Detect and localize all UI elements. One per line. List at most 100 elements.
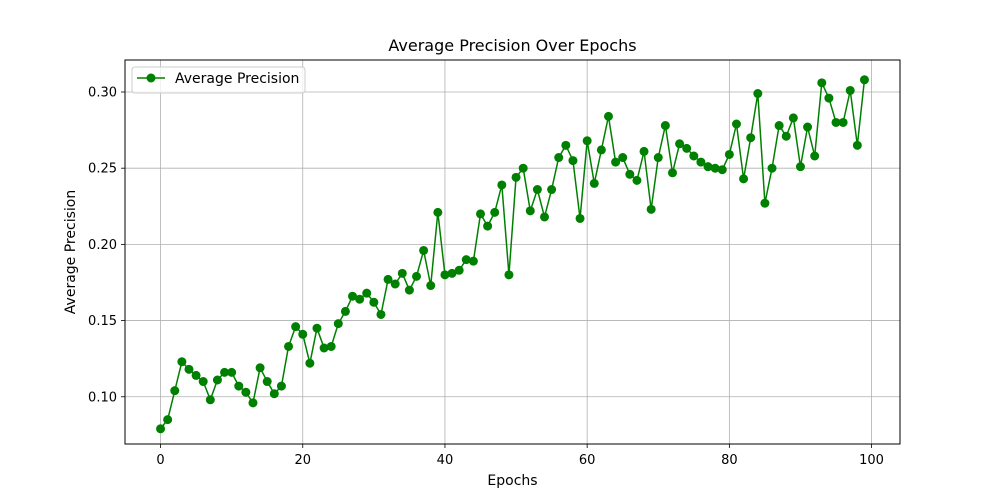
data-point bbox=[660, 121, 670, 131]
data-point bbox=[803, 122, 813, 132]
data-point bbox=[739, 174, 749, 184]
data-point bbox=[675, 139, 685, 149]
data-point bbox=[653, 153, 663, 163]
data-point bbox=[454, 265, 464, 275]
data-point bbox=[824, 93, 834, 103]
data-point bbox=[390, 279, 400, 289]
data-point bbox=[333, 319, 343, 329]
data-point bbox=[817, 78, 827, 88]
data-point bbox=[177, 357, 187, 367]
data-point bbox=[447, 268, 457, 278]
data-point bbox=[184, 364, 194, 374]
data-point bbox=[582, 136, 592, 146]
data-point bbox=[717, 165, 727, 175]
data-point bbox=[561, 140, 571, 150]
data-point bbox=[746, 133, 756, 143]
data-point bbox=[440, 270, 450, 280]
data-point bbox=[575, 213, 585, 223]
data-point bbox=[525, 206, 535, 216]
data-point bbox=[412, 271, 422, 281]
data-point bbox=[625, 169, 635, 179]
data-point bbox=[355, 294, 365, 304]
data-point bbox=[568, 156, 578, 166]
y-tick-label: 0.10 bbox=[88, 390, 117, 405]
data-point bbox=[269, 389, 279, 399]
data-point bbox=[468, 256, 478, 266]
data-point bbox=[596, 145, 606, 155]
data-point bbox=[838, 117, 848, 127]
data-point bbox=[532, 185, 542, 195]
data-point bbox=[348, 291, 358, 301]
data-point bbox=[483, 221, 493, 231]
data-point bbox=[774, 121, 784, 131]
data-point bbox=[696, 157, 706, 167]
legend-box bbox=[131, 66, 306, 94]
x-tick-label: 40 bbox=[437, 453, 454, 468]
series-layer bbox=[156, 75, 869, 434]
y-tick-label: 0.30 bbox=[88, 86, 117, 101]
data-point bbox=[611, 157, 621, 167]
data-point bbox=[795, 162, 805, 172]
data-point bbox=[397, 268, 407, 278]
x-tick-label: 60 bbox=[579, 453, 596, 468]
data-point bbox=[589, 178, 599, 188]
data-point bbox=[156, 424, 166, 434]
y-axis-title: Average Precision bbox=[63, 190, 79, 314]
data-point bbox=[227, 367, 237, 377]
data-point bbox=[724, 149, 734, 159]
data-point bbox=[518, 163, 528, 173]
data-point bbox=[476, 209, 485, 219]
data-point bbox=[276, 381, 286, 391]
data-point bbox=[163, 415, 173, 425]
x-axis-title: Epochs bbox=[487, 473, 537, 489]
y-tick-label: 0.25 bbox=[88, 162, 117, 177]
data-point bbox=[383, 274, 393, 284]
data-point bbox=[419, 245, 429, 255]
data-point bbox=[319, 343, 329, 353]
data-point bbox=[461, 255, 471, 265]
data-point bbox=[205, 395, 215, 405]
chart-title: Average Precision Over Epochs bbox=[388, 36, 636, 55]
data-point bbox=[433, 207, 443, 217]
data-point bbox=[554, 153, 564, 163]
data-point bbox=[731, 119, 741, 129]
data-point bbox=[504, 270, 514, 280]
data-point bbox=[618, 153, 628, 163]
data-point bbox=[547, 185, 557, 195]
data-point bbox=[682, 143, 692, 153]
data-point bbox=[810, 151, 820, 161]
data-point bbox=[234, 381, 244, 391]
data-point bbox=[646, 204, 656, 214]
data-point bbox=[497, 180, 507, 190]
data-point bbox=[767, 163, 777, 173]
data-point bbox=[490, 207, 500, 217]
legend-marker-swatch bbox=[146, 73, 156, 83]
data-point bbox=[639, 146, 649, 156]
data-point bbox=[369, 297, 379, 307]
data-point bbox=[753, 89, 763, 99]
data-point bbox=[511, 172, 521, 182]
data-point bbox=[667, 168, 677, 178]
data-point bbox=[198, 377, 208, 387]
data-point bbox=[362, 288, 372, 298]
data-point bbox=[852, 140, 862, 150]
data-point bbox=[220, 367, 230, 377]
data-point bbox=[255, 363, 265, 373]
data-point bbox=[426, 281, 436, 291]
data-point bbox=[312, 323, 322, 333]
data-point bbox=[781, 131, 791, 141]
series-line bbox=[159, 79, 866, 430]
data-point bbox=[603, 111, 613, 121]
data-point bbox=[831, 117, 841, 127]
data-point bbox=[859, 75, 869, 85]
data-point bbox=[191, 370, 201, 380]
legend: Average Precision bbox=[131, 66, 306, 94]
x-tick-label: 100 bbox=[859, 453, 884, 468]
data-point bbox=[788, 113, 798, 123]
y-tick-label: 0.20 bbox=[88, 238, 117, 253]
data-point bbox=[298, 329, 308, 339]
data-point bbox=[326, 341, 336, 351]
data-point bbox=[760, 198, 770, 208]
data-point bbox=[262, 377, 272, 387]
